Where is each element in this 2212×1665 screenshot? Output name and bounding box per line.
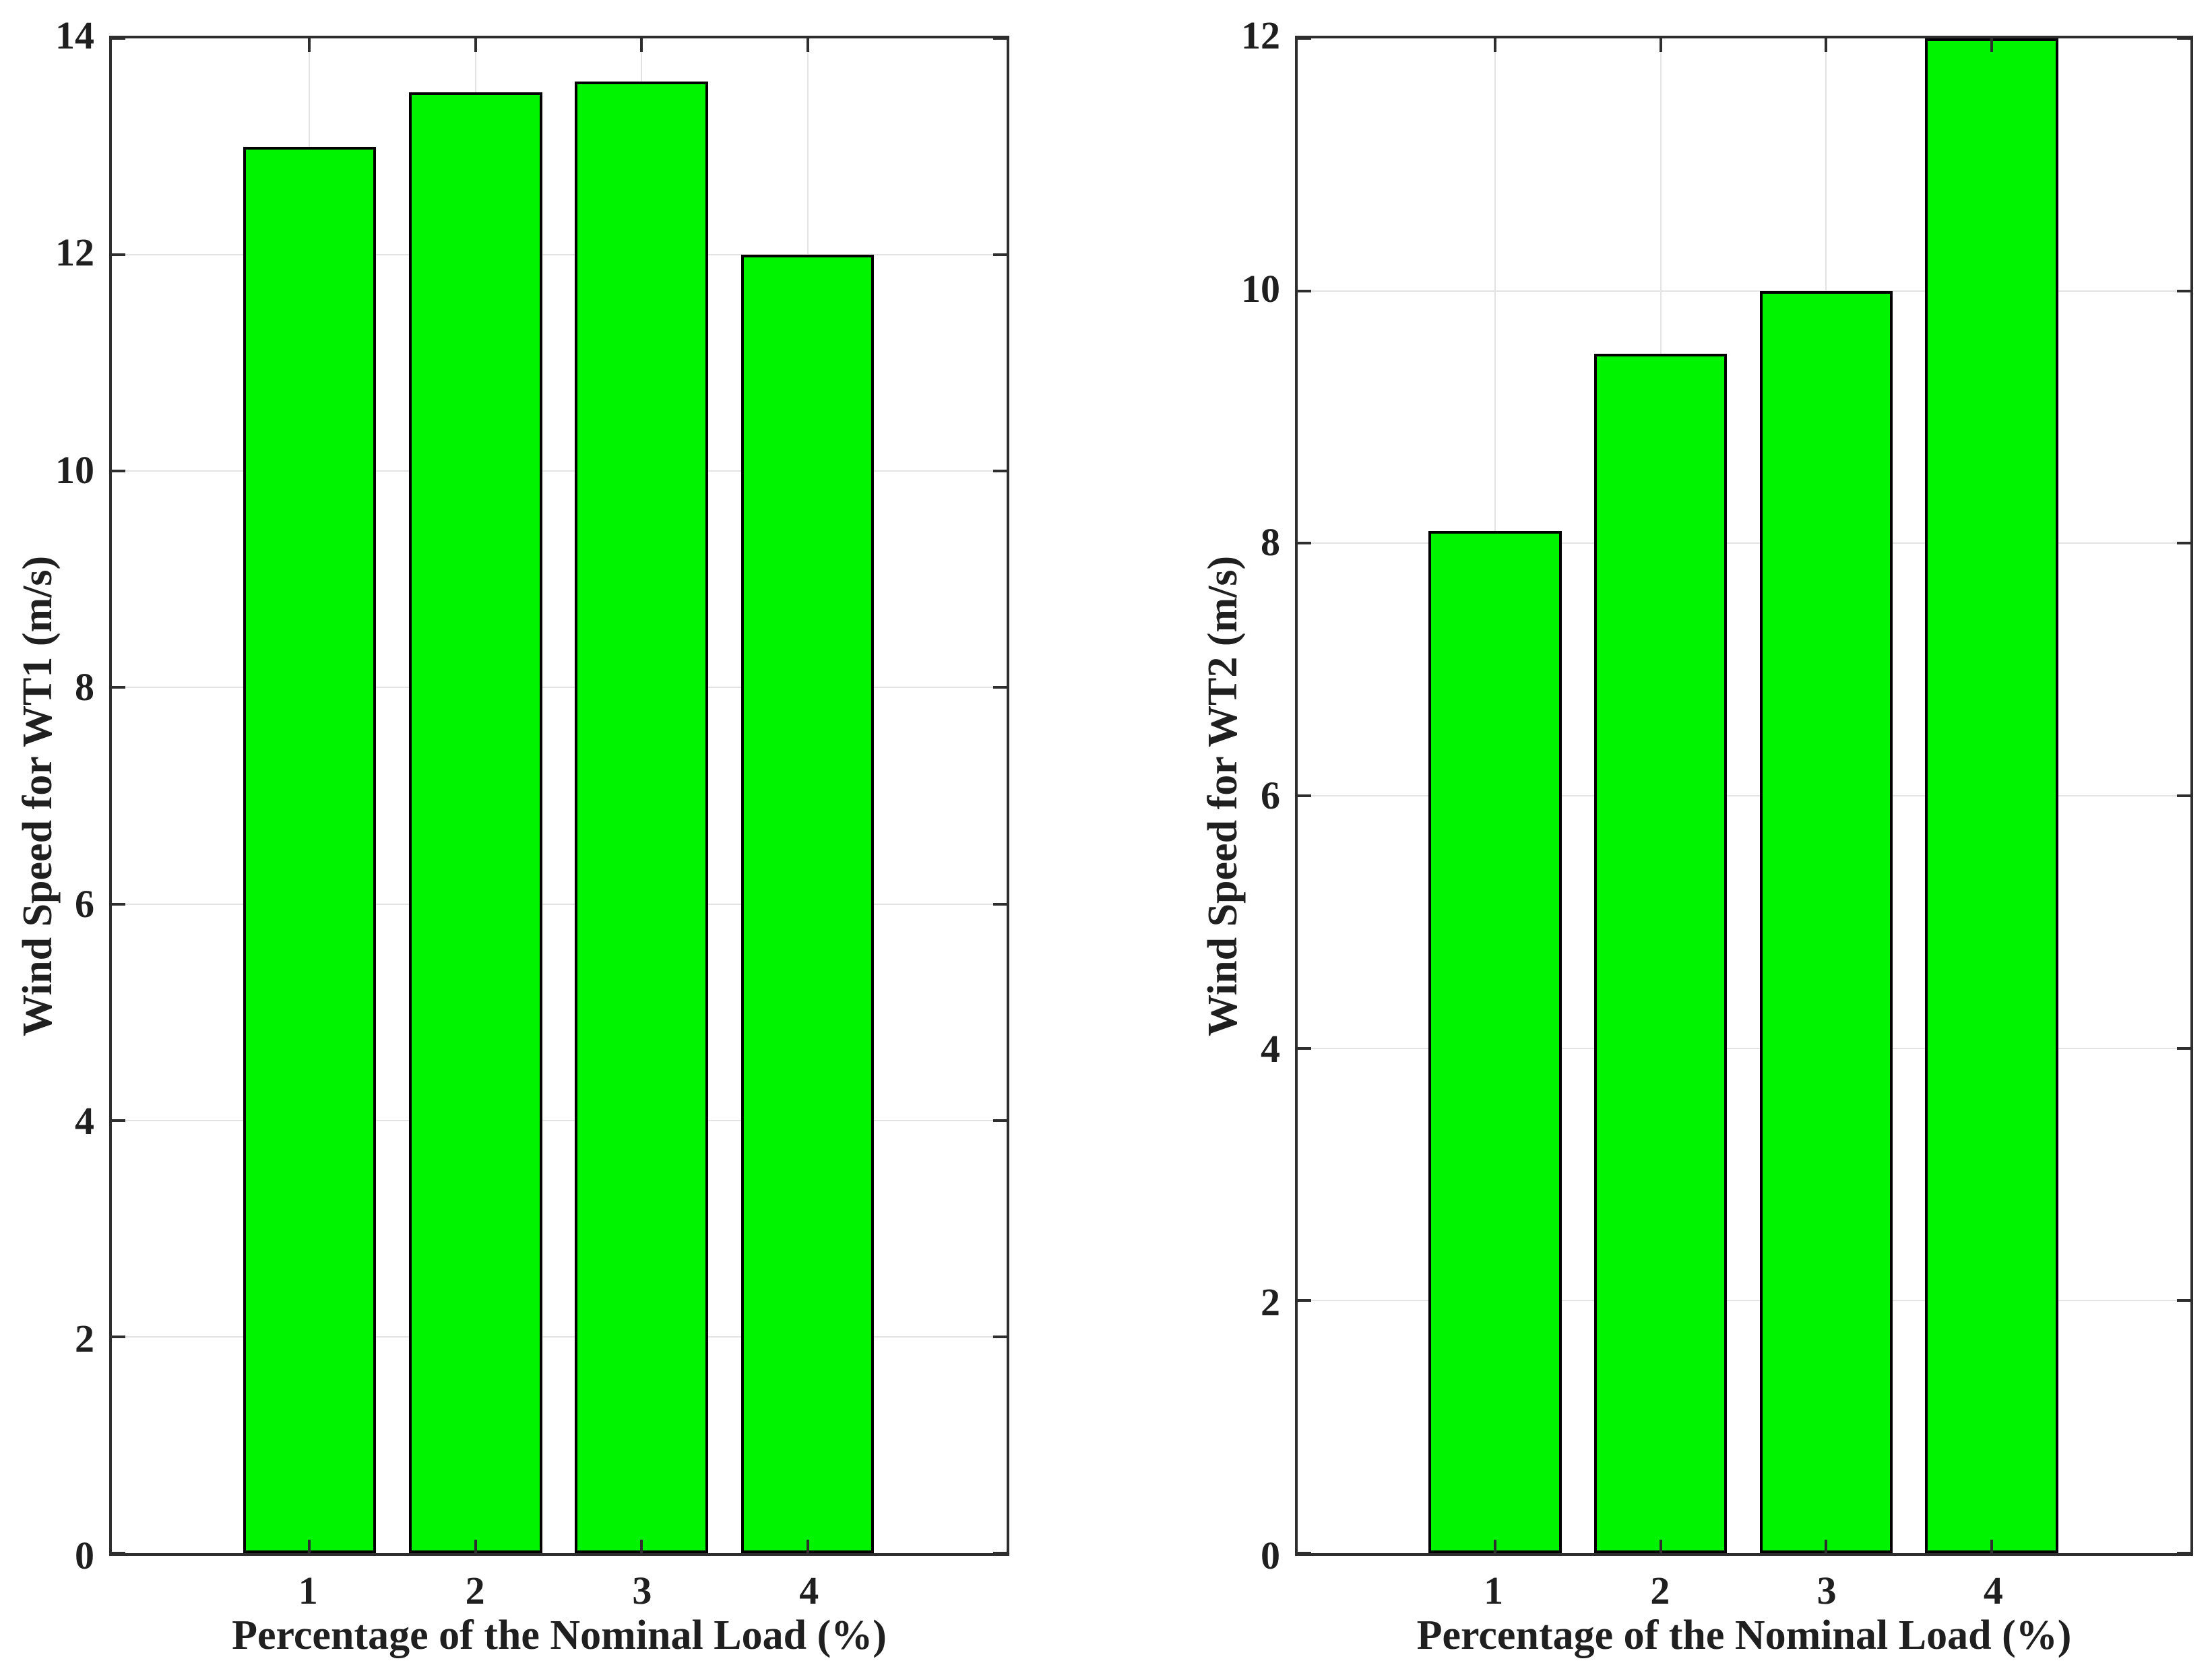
x-tick-mark-bottom	[1825, 1540, 1828, 1553]
y-tick-label: 0	[1261, 1534, 1280, 1577]
x-tick-label: 3	[1816, 1569, 1837, 1612]
y-tick-mark-left	[1298, 289, 1311, 292]
y-tick-label: 10	[55, 447, 94, 492]
x-tick-mark-top	[308, 38, 311, 52]
x-axis-label: Percentage of the Nominal Load (%)	[232, 1612, 887, 1658]
gridline-horizontal	[1298, 290, 2190, 292]
y-tick-mark-left	[1298, 542, 1311, 545]
y-tick-mark-left	[112, 1119, 125, 1122]
x-axis-label: Percentage of the Nominal Load (%)	[1416, 1612, 2072, 1658]
y-tick-mark-right	[993, 1335, 1007, 1338]
y-tick-mark-left	[1298, 794, 1311, 797]
gridline-horizontal	[112, 903, 1007, 905]
x-tick-mark-top	[474, 38, 477, 52]
gridline-horizontal	[1298, 795, 2190, 796]
x-tick-label: 3	[632, 1569, 652, 1612]
y-tick-mark-right	[2177, 542, 2190, 545]
bar-load-3	[1759, 290, 1893, 1553]
x-tick-mark-bottom	[640, 1540, 643, 1553]
y-tick-labels: 0 2 4 6 8 10 12 14	[7, 16, 94, 1575]
gridline-horizontal	[1298, 1300, 2190, 1302]
y-tick-label: 6	[75, 882, 94, 926]
x-tick-label: 1	[1484, 1569, 1504, 1612]
x-tick-label: 1	[298, 1569, 318, 1612]
y-tick-mark-left	[112, 1335, 125, 1338]
x-tick-mark-bottom	[474, 1540, 477, 1553]
y-tick-label: 12	[55, 230, 94, 275]
x-tick-label: 2	[1650, 1569, 1670, 1612]
x-tick-mark-bottom	[1659, 1540, 1662, 1553]
x-tick-mark-top	[806, 38, 809, 52]
x-tick-mark-top	[1493, 38, 1496, 52]
y-tick-mark-right	[2177, 1552, 2190, 1554]
x-tick-mark-bottom	[1990, 1540, 1994, 1553]
x-tick-mark-bottom	[806, 1540, 809, 1553]
x-tick-mark-top	[1990, 38, 1994, 52]
x-tick-mark-bottom	[1493, 1540, 1496, 1553]
bar-load-4	[1925, 38, 2058, 1553]
x-tick-label: 2	[465, 1569, 485, 1612]
bar-load-2	[1593, 354, 1728, 1553]
y-tick-mark-left	[112, 37, 125, 40]
y-tick-label: 4	[1261, 1027, 1280, 1071]
plot-area	[1295, 36, 2193, 1556]
x-tick-labels: 1 2 3 4	[1295, 1571, 2193, 1620]
y-tick-label: 0	[75, 1534, 94, 1577]
x-tick-mark-top	[640, 38, 643, 52]
bar-load-1	[1428, 530, 1562, 1553]
y-tick-mark-left	[112, 253, 125, 257]
x-tick-mark-bottom	[308, 1540, 311, 1553]
y-tick-mark-left	[1298, 1046, 1311, 1050]
y-tick-label: 10	[1241, 267, 1280, 311]
x-tick-labels: 1 2 3 4	[109, 1571, 1009, 1620]
y-tick-mark-left	[112, 686, 125, 689]
bar-load-1	[243, 146, 377, 1553]
y-tick-label: 8	[1261, 520, 1280, 564]
y-tick-mark-left	[1298, 37, 1311, 40]
x-tick-mark-top	[1659, 38, 1662, 52]
gridline-horizontal	[112, 687, 1007, 689]
bar-load-4	[740, 255, 875, 1553]
y-tick-label: 4	[75, 1099, 94, 1143]
y-tick-mark-right	[2177, 1046, 2190, 1050]
y-tick-mark-right	[2177, 1299, 2190, 1302]
y-tick-label: 2	[1261, 1280, 1280, 1324]
gridline-horizontal	[1298, 542, 2190, 544]
y-tick-mark-left	[1298, 1299, 1311, 1302]
y-tick-labels: 0 2 4 6 8 10 12	[1194, 16, 1280, 1575]
y-tick-mark-right	[2177, 289, 2190, 292]
bar-load-2	[408, 92, 542, 1553]
y-tick-mark-right	[993, 253, 1007, 257]
y-tick-mark-right	[993, 470, 1007, 473]
x-tick-label: 4	[799, 1569, 819, 1612]
gridline-horizontal	[112, 254, 1007, 256]
y-tick-label: 6	[1261, 774, 1280, 817]
y-tick-mark-left	[1298, 1552, 1311, 1554]
gridline-horizontal	[112, 1119, 1007, 1121]
x-tick-label: 4	[1983, 1569, 2003, 1612]
plot-area	[109, 36, 1009, 1556]
gridline-horizontal	[112, 470, 1007, 472]
y-tick-mark-right	[2177, 794, 2190, 797]
y-tick-mark-right	[2177, 37, 2190, 40]
y-tick-mark-right	[993, 1119, 1007, 1122]
gridline-horizontal	[112, 1336, 1007, 1338]
y-tick-label: 14	[55, 13, 94, 57]
y-tick-mark-right	[993, 902, 1007, 906]
y-tick-mark-left	[112, 1552, 125, 1554]
bar-load-3	[575, 82, 709, 1553]
x-tick-mark-top	[1825, 38, 1828, 52]
y-tick-mark-left	[112, 470, 125, 473]
y-tick-mark-right	[993, 686, 1007, 689]
y-tick-mark-right	[993, 37, 1007, 40]
y-tick-mark-right	[993, 1552, 1007, 1554]
gridline-horizontal	[1298, 1047, 2190, 1049]
y-tick-label: 8	[75, 664, 94, 709]
y-tick-label: 2	[75, 1316, 94, 1360]
y-tick-label: 12	[1241, 13, 1280, 57]
y-tick-mark-left	[112, 902, 125, 906]
